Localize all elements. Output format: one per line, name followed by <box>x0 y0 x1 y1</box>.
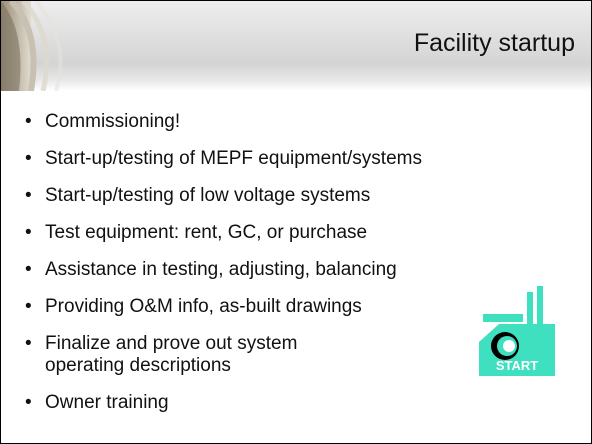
bullet-line: operating descriptions <box>45 355 422 377</box>
slide-title: Facility startup <box>414 29 575 58</box>
header: Facility startup <box>1 1 591 91</box>
bullet-item: Owner training <box>1 392 422 414</box>
slide: Facility startup Commissioning! Start-up/… <box>0 0 592 444</box>
icon-label: START <box>496 358 538 373</box>
bullet-item: Test equipment: rent, GC, or purchase <box>1 222 422 244</box>
bullet-line: Finalize and prove out system <box>45 333 422 355</box>
bullet-item: Providing O&M info, as-built drawings <box>1 296 422 318</box>
bullet-item: Commissioning! <box>1 111 422 133</box>
bullet-list: Commissioning! Start-up/testing of MEPF e… <box>1 111 422 429</box>
bullet-item: Start-up/testing of MEPF equipment/syste… <box>1 148 422 170</box>
book-image <box>1 1 81 91</box>
bullet-item: Start-up/testing of low voltage systems <box>1 185 422 207</box>
bullet-item: Assistance in testing, adjusting, balanc… <box>1 259 422 281</box>
start-icon: START <box>479 284 559 384</box>
